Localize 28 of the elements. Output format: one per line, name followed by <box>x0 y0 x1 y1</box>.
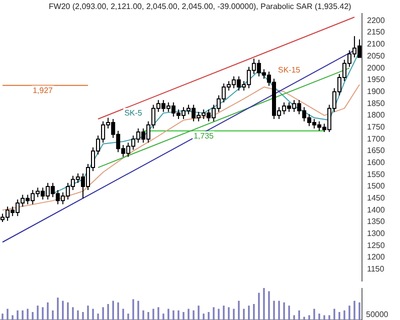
annotation: 1,927 <box>32 86 54 95</box>
y-tick-label: 1450 <box>367 194 386 203</box>
y-tick-label: 1300 <box>367 229 386 238</box>
y-tick-label: 2150 <box>367 28 386 37</box>
text: 50000 <box>366 310 389 320</box>
y-tick-label: 1250 <box>367 240 386 250</box>
chart-title: FW20 (2,093.00, 2,121.00, 2,045.00, 2,045.00, -39.00000), Parabolic SAR (1,935.42) <box>48 2 352 12</box>
y-tick-label: 1200 <box>367 252 386 262</box>
y-tick-label: 1600 <box>367 158 386 167</box>
y-tick-label: 2050 <box>367 51 386 60</box>
annotation: 1,735 <box>194 131 214 140</box>
y-tick-label: 2000 <box>367 63 386 72</box>
annotation: SK-15 <box>278 66 301 75</box>
y-tick-label: 1650 <box>367 146 386 156</box>
y-tick-label: 1850 <box>367 98 386 108</box>
y-tick-label: 1500 <box>367 182 386 191</box>
y-tick-label: 1750 <box>367 122 386 132</box>
y-tick-label: 2100 <box>367 40 386 49</box>
y-tick-label: 2200 <box>367 16 386 25</box>
y-tick-label: 1400 <box>367 205 386 214</box>
y-tick-label: 1700 <box>367 134 386 144</box>
y-tick-label: 1350 <box>367 217 386 226</box>
y-tick-label: 1150 <box>367 264 385 274</box>
y-tick-label: 1550 <box>367 170 386 179</box>
annotation: SK-5 <box>124 108 143 118</box>
y-tick-label: 1900 <box>367 86 386 96</box>
y-tick-label: 1950 <box>367 75 386 84</box>
y-tick-label: 1800 <box>367 110 386 120</box>
